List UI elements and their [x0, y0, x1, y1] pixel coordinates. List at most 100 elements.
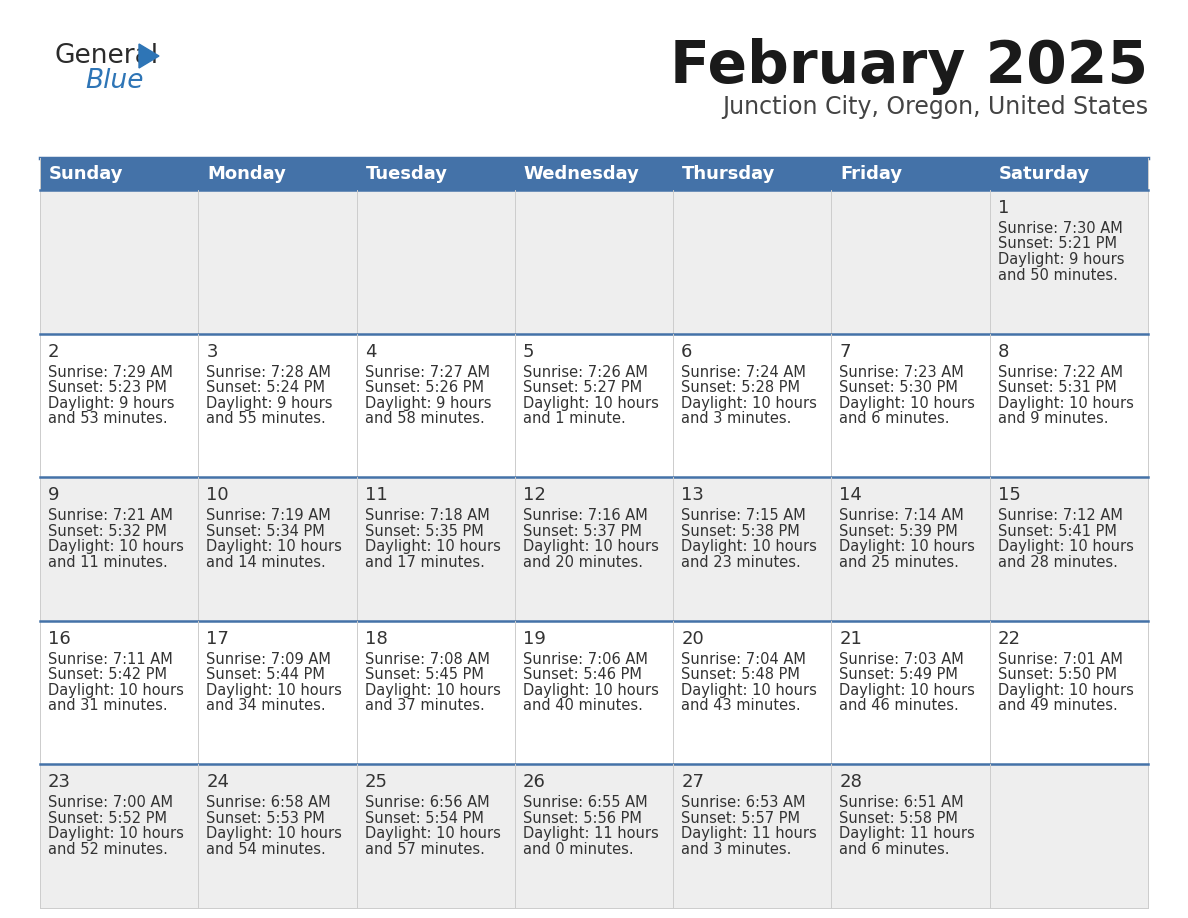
Bar	[40, 333, 1148, 477]
Text: and 11 minutes.: and 11 minutes.	[48, 554, 168, 570]
Text: Sunset: 5:38 PM: Sunset: 5:38 PM	[681, 523, 800, 539]
Text: 23: 23	[48, 773, 71, 791]
Text: Sunset: 5:54 PM: Sunset: 5:54 PM	[365, 811, 484, 826]
Text: Sunrise: 7:30 AM: Sunrise: 7:30 AM	[998, 221, 1123, 236]
Text: Sunset: 5:31 PM: Sunset: 5:31 PM	[998, 380, 1117, 395]
Text: 16: 16	[48, 630, 71, 648]
Text: and 58 minutes.: and 58 minutes.	[365, 411, 485, 426]
Text: Daylight: 10 hours: Daylight: 10 hours	[840, 396, 975, 410]
Text: Tuesday: Tuesday	[366, 165, 448, 183]
Text: Blue: Blue	[86, 68, 144, 94]
Text: Sunset: 5:57 PM: Sunset: 5:57 PM	[681, 811, 801, 826]
Text: Daylight: 10 hours: Daylight: 10 hours	[365, 539, 500, 554]
Text: Sunrise: 7:08 AM: Sunrise: 7:08 AM	[365, 652, 489, 666]
Text: Daylight: 10 hours: Daylight: 10 hours	[207, 826, 342, 842]
Text: Sunset: 5:23 PM: Sunset: 5:23 PM	[48, 380, 166, 395]
Text: 11: 11	[365, 487, 387, 504]
Text: Sunrise: 7:06 AM: Sunrise: 7:06 AM	[523, 652, 647, 666]
Text: 19: 19	[523, 630, 545, 648]
Text: Sunset: 5:44 PM: Sunset: 5:44 PM	[207, 667, 326, 682]
Text: Sunset: 5:24 PM: Sunset: 5:24 PM	[207, 380, 326, 395]
Text: Saturday: Saturday	[999, 165, 1089, 183]
Text: 12: 12	[523, 487, 545, 504]
Text: 7: 7	[840, 342, 851, 361]
Text: Daylight: 10 hours: Daylight: 10 hours	[523, 539, 658, 554]
Text: 9: 9	[48, 487, 59, 504]
Text: Daylight: 9 hours: Daylight: 9 hours	[365, 396, 491, 410]
Text: and 0 minutes.: and 0 minutes.	[523, 842, 633, 856]
Text: Sunset: 5:42 PM: Sunset: 5:42 PM	[48, 667, 168, 682]
Text: Sunrise: 7:29 AM: Sunrise: 7:29 AM	[48, 364, 173, 380]
Text: and 31 minutes.: and 31 minutes.	[48, 699, 168, 713]
Text: Sunset: 5:41 PM: Sunset: 5:41 PM	[998, 523, 1117, 539]
Text: Daylight: 10 hours: Daylight: 10 hours	[840, 683, 975, 698]
Bar	[40, 621, 1148, 765]
Text: Sunrise: 6:51 AM: Sunrise: 6:51 AM	[840, 795, 963, 811]
Text: and 6 minutes.: and 6 minutes.	[840, 411, 950, 426]
Text: Daylight: 9 hours: Daylight: 9 hours	[207, 396, 333, 410]
Text: Sunset: 5:32 PM: Sunset: 5:32 PM	[48, 523, 166, 539]
Text: Daylight: 10 hours: Daylight: 10 hours	[998, 683, 1133, 698]
Text: Sunset: 5:58 PM: Sunset: 5:58 PM	[840, 811, 959, 826]
Text: 20: 20	[681, 630, 704, 648]
Text: Daylight: 11 hours: Daylight: 11 hours	[840, 826, 975, 842]
Text: Sunrise: 7:09 AM: Sunrise: 7:09 AM	[207, 652, 331, 666]
Text: Sunset: 5:34 PM: Sunset: 5:34 PM	[207, 523, 326, 539]
Text: and 43 minutes.: and 43 minutes.	[681, 699, 801, 713]
Text: Sunrise: 6:56 AM: Sunrise: 6:56 AM	[365, 795, 489, 811]
Polygon shape	[139, 44, 159, 68]
Text: 17: 17	[207, 630, 229, 648]
Text: Sunrise: 7:16 AM: Sunrise: 7:16 AM	[523, 509, 647, 523]
Bar	[40, 190, 1148, 333]
Text: Sunrise: 7:03 AM: Sunrise: 7:03 AM	[840, 652, 965, 666]
Text: and 34 minutes.: and 34 minutes.	[207, 699, 326, 713]
Text: February 2025: February 2025	[670, 38, 1148, 95]
Text: Daylight: 10 hours: Daylight: 10 hours	[365, 826, 500, 842]
Text: and 49 minutes.: and 49 minutes.	[998, 699, 1118, 713]
Text: Sunrise: 7:14 AM: Sunrise: 7:14 AM	[840, 509, 965, 523]
Text: and 20 minutes.: and 20 minutes.	[523, 554, 643, 570]
Text: Sunset: 5:49 PM: Sunset: 5:49 PM	[840, 667, 959, 682]
Text: Sunset: 5:46 PM: Sunset: 5:46 PM	[523, 667, 642, 682]
Text: Daylight: 9 hours: Daylight: 9 hours	[48, 396, 175, 410]
Text: Sunrise: 7:24 AM: Sunrise: 7:24 AM	[681, 364, 805, 380]
Text: and 50 minutes.: and 50 minutes.	[998, 267, 1118, 283]
Text: Daylight: 10 hours: Daylight: 10 hours	[681, 683, 817, 698]
Text: Daylight: 10 hours: Daylight: 10 hours	[207, 539, 342, 554]
Text: 25: 25	[365, 773, 387, 791]
Text: Sunrise: 6:53 AM: Sunrise: 6:53 AM	[681, 795, 805, 811]
Text: 13: 13	[681, 487, 704, 504]
Text: and 9 minutes.: and 9 minutes.	[998, 411, 1108, 426]
Text: 5: 5	[523, 342, 535, 361]
Text: 15: 15	[998, 487, 1020, 504]
Text: 1: 1	[998, 199, 1009, 217]
Text: Daylight: 11 hours: Daylight: 11 hours	[523, 826, 658, 842]
Text: Monday: Monday	[207, 165, 286, 183]
Text: 3: 3	[207, 342, 217, 361]
Text: Friday: Friday	[840, 165, 903, 183]
Text: 18: 18	[365, 630, 387, 648]
Text: and 55 minutes.: and 55 minutes.	[207, 411, 326, 426]
Text: Sunrise: 7:18 AM: Sunrise: 7:18 AM	[365, 509, 489, 523]
Bar	[40, 158, 1148, 190]
Text: and 57 minutes.: and 57 minutes.	[365, 842, 485, 856]
Text: Sunrise: 7:22 AM: Sunrise: 7:22 AM	[998, 364, 1123, 380]
Text: Sunset: 5:21 PM: Sunset: 5:21 PM	[998, 237, 1117, 252]
Text: 21: 21	[840, 630, 862, 648]
Text: and 53 minutes.: and 53 minutes.	[48, 411, 168, 426]
Text: Sunset: 5:50 PM: Sunset: 5:50 PM	[998, 667, 1117, 682]
Text: Daylight: 10 hours: Daylight: 10 hours	[998, 539, 1133, 554]
Text: and 52 minutes.: and 52 minutes.	[48, 842, 168, 856]
Text: 8: 8	[998, 342, 1009, 361]
Text: 27: 27	[681, 773, 704, 791]
Text: and 3 minutes.: and 3 minutes.	[681, 411, 791, 426]
Text: Sunrise: 7:23 AM: Sunrise: 7:23 AM	[840, 364, 965, 380]
Text: Daylight: 10 hours: Daylight: 10 hours	[48, 683, 184, 698]
Text: Sunset: 5:28 PM: Sunset: 5:28 PM	[681, 380, 801, 395]
Text: and 46 minutes.: and 46 minutes.	[840, 699, 959, 713]
Text: Sunrise: 7:27 AM: Sunrise: 7:27 AM	[365, 364, 489, 380]
Text: Sunrise: 7:04 AM: Sunrise: 7:04 AM	[681, 652, 805, 666]
Text: Sunset: 5:35 PM: Sunset: 5:35 PM	[365, 523, 484, 539]
Text: Sunrise: 7:26 AM: Sunrise: 7:26 AM	[523, 364, 647, 380]
Text: 26: 26	[523, 773, 545, 791]
